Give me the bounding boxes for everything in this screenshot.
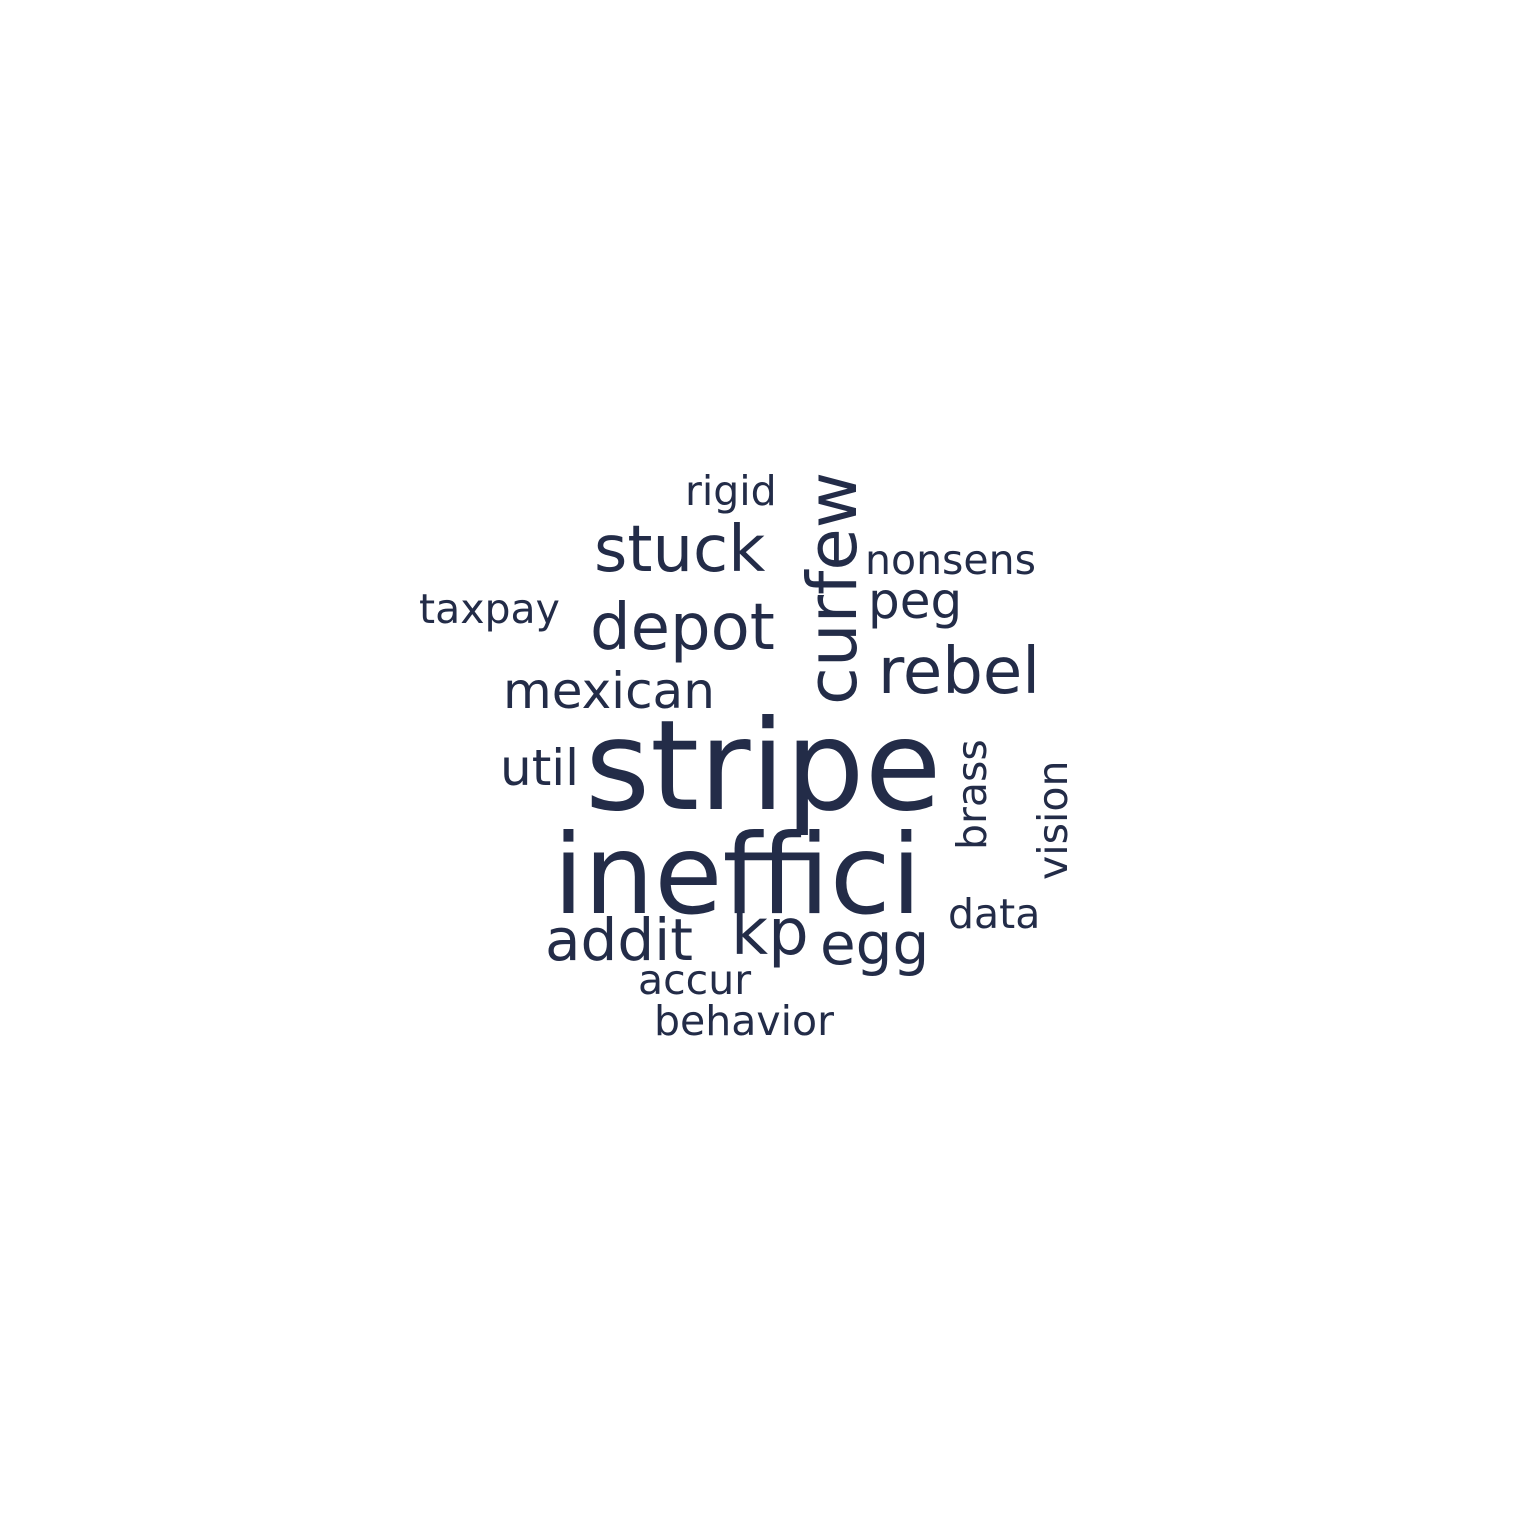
word-brass: brass <box>948 739 996 850</box>
word-rebel: rebel <box>878 635 1041 709</box>
word-addit: addit <box>545 906 694 974</box>
word-curfew: curfew <box>793 471 873 705</box>
word-rigid: rigid <box>685 467 777 515</box>
word-taxpay: taxpay <box>419 585 560 633</box>
word-nonsens: nonsens <box>865 536 1036 584</box>
word-accur: accur <box>638 956 752 1004</box>
word-util: util <box>500 739 580 797</box>
word-egg: egg <box>820 910 930 978</box>
word-ineffici: ineffici <box>553 811 922 940</box>
word-stuck: stuck <box>594 513 766 587</box>
word-behavior: behavior <box>654 997 834 1045</box>
word-stripe: stripe <box>585 694 942 839</box>
word-depot: depot <box>590 591 775 665</box>
word-vision: vision <box>1029 760 1077 880</box>
word-data: data <box>948 890 1041 938</box>
word-kp: kp <box>731 896 809 970</box>
word-peg: peg <box>868 572 963 630</box>
word-mexican: mexican <box>503 662 715 720</box>
